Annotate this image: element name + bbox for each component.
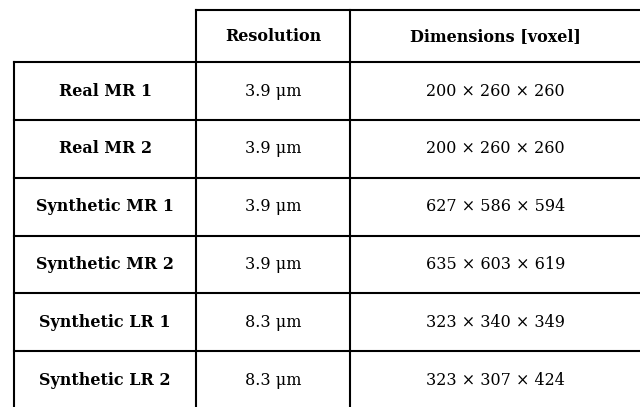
Text: Synthetic MR 2: Synthetic MR 2 (36, 256, 174, 273)
Text: 8.3 μm: 8.3 μm (245, 314, 301, 331)
Text: Resolution: Resolution (225, 28, 321, 45)
Text: 3.9 μm: 3.9 μm (245, 256, 301, 273)
Text: 323 × 340 × 349: 323 × 340 × 349 (426, 314, 565, 331)
Text: 200 × 260 × 260: 200 × 260 × 260 (426, 140, 565, 158)
Text: 8.3 μm: 8.3 μm (245, 372, 301, 389)
Text: Synthetic MR 1: Synthetic MR 1 (36, 198, 174, 215)
Text: 627 × 586 × 594: 627 × 586 × 594 (426, 198, 565, 215)
Text: Dimensions [voxel]: Dimensions [voxel] (410, 28, 581, 45)
Text: 635 × 603 × 619: 635 × 603 × 619 (426, 256, 565, 273)
Text: Real MR 1: Real MR 1 (59, 83, 152, 100)
Text: 323 × 307 × 424: 323 × 307 × 424 (426, 372, 565, 389)
Text: Real MR 2: Real MR 2 (59, 140, 152, 158)
Text: Synthetic LR 2: Synthetic LR 2 (40, 372, 171, 389)
Text: Synthetic LR 1: Synthetic LR 1 (40, 314, 171, 331)
Text: 3.9 μm: 3.9 μm (245, 140, 301, 158)
Text: 3.9 μm: 3.9 μm (245, 198, 301, 215)
Text: 3.9 μm: 3.9 μm (245, 83, 301, 100)
Text: 200 × 260 × 260: 200 × 260 × 260 (426, 83, 565, 100)
